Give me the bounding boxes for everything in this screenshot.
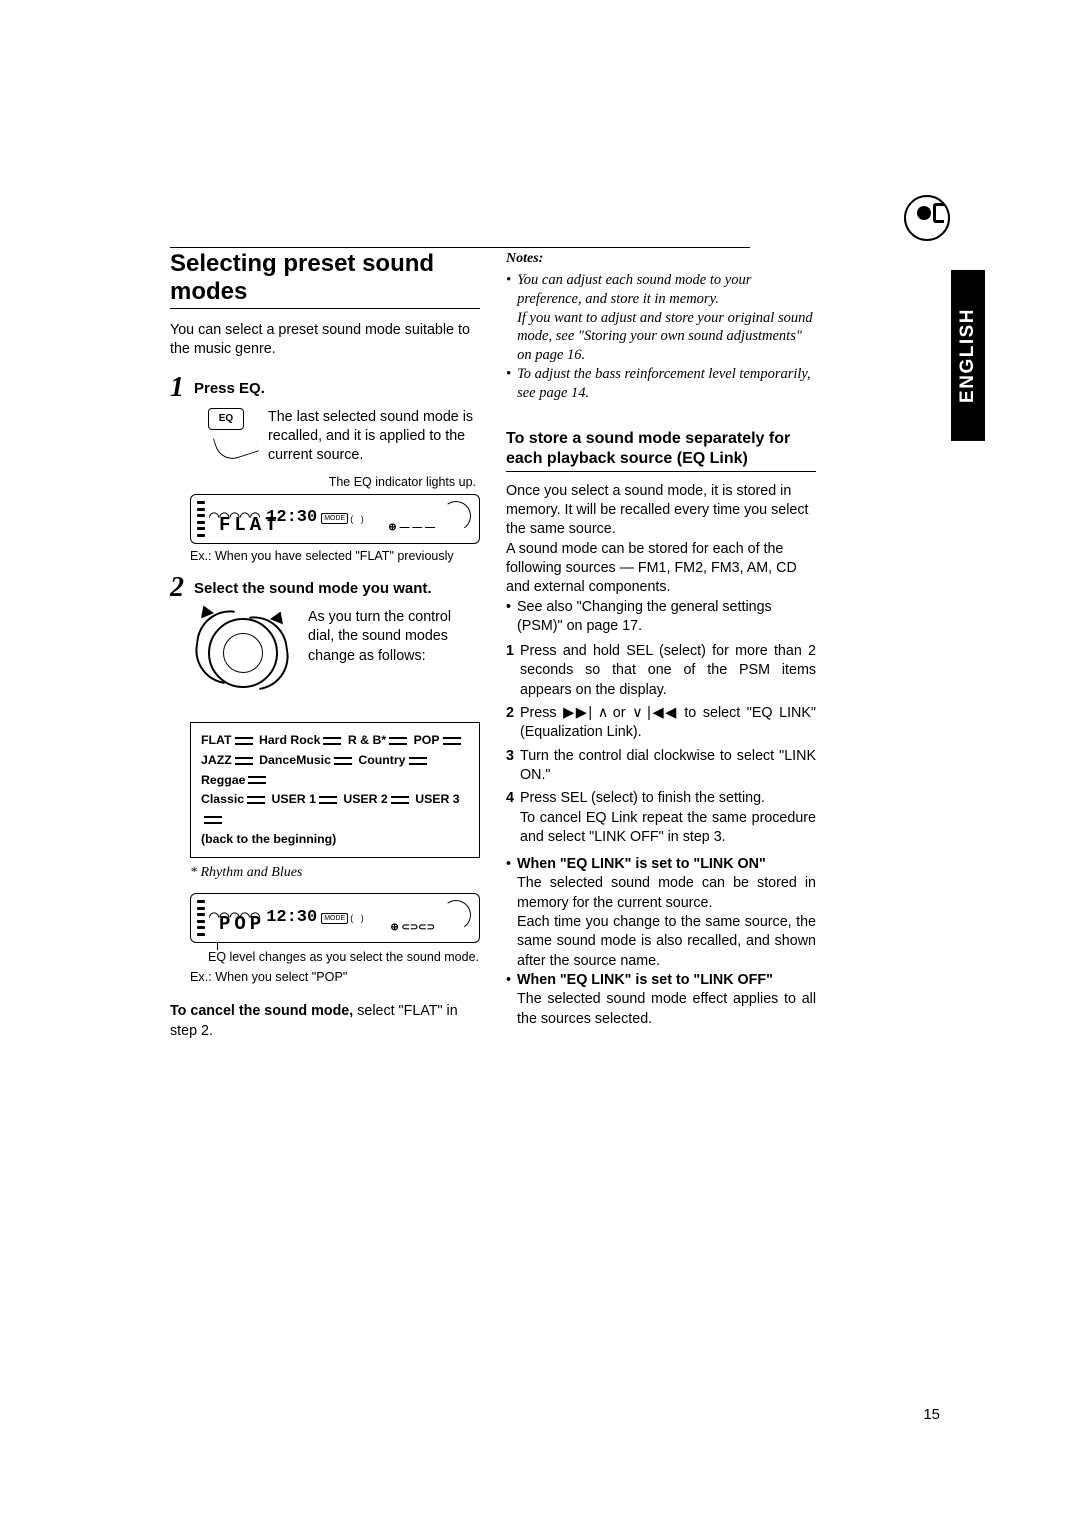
note-item: To adjust the bass reinforcement level t…: [506, 365, 816, 403]
cancel-bold: To cancel the sound mode,: [170, 1003, 353, 1019]
step-number: 2: [170, 574, 184, 602]
link-on-off-list: When "EQ LINK" is set to "LINK ON" The s…: [506, 855, 816, 1029]
mode-line-1: FLAT Hard Rock R & B* POP: [201, 731, 469, 751]
example-caption-1: Ex.: When you have selected "FLAT" previ…: [190, 548, 480, 564]
procedure-list: Press and hold SEL (select) for more tha…: [506, 642, 816, 847]
dial-graphic: [198, 608, 298, 708]
step-heading: Press EQ.: [194, 379, 265, 402]
step-2-body: As you turn the control dial, the sound …: [198, 608, 480, 708]
cancel-text: To cancel the sound mode, select "FLAT" …: [170, 1002, 480, 1041]
intro-text: You can select a preset sound mode suita…: [170, 321, 480, 360]
display-eq-bars: [197, 501, 205, 537]
link-off-item: When "EQ LINK" is set to "LINK OFF" The …: [506, 971, 816, 1029]
example-caption-2: Ex.: When you select "POP": [190, 969, 480, 986]
prev-track-icon: |◀◀: [647, 705, 678, 721]
eq-button-graphic: EQ: [198, 408, 258, 458]
display-eq-bars: [197, 900, 205, 936]
step-heading: Select the sound mode you want.: [194, 579, 432, 602]
indicator-caption: The EQ indicator lights up.: [170, 474, 476, 490]
procedure-step: Press and hold SEL (select) for more tha…: [506, 642, 816, 700]
step-2-text: As you turn the control dial, the sound …: [308, 608, 480, 708]
step-1: 1 Press EQ.: [170, 374, 480, 402]
eq-button-label: EQ: [208, 408, 244, 430]
step-number: 1: [170, 374, 184, 402]
subsection-title: To store a sound mode separately for eac…: [506, 429, 816, 472]
procedure-step: Turn the control dial clockwise to selec…: [506, 747, 816, 786]
eqlink-para-1: Once you select a sound mode, it is stor…: [506, 482, 816, 540]
eq-level-caption: EQ level changes as you select the sound…: [208, 949, 480, 965]
language-tab: ENGLISH: [951, 270, 985, 441]
eq-pointer: [213, 426, 259, 463]
top-rule: [170, 247, 750, 248]
step-1-body: EQ The last selected sound mode is recal…: [198, 408, 480, 466]
callout-tick: [217, 942, 218, 950]
left-column: Selecting preset sound modes You can sel…: [170, 250, 480, 1041]
eqlink-para-2: A sound mode can be stored for each of t…: [506, 540, 816, 598]
display-arc: [439, 898, 474, 933]
display-mode-pill: MODE: [321, 913, 348, 924]
mode-line-2: JAZZ DanceMusic Country Reggae: [201, 751, 469, 790]
link-on-p2: Each time you change to the same source,…: [517, 913, 816, 971]
notes-list: You can adjust each sound mode to your p…: [506, 271, 816, 403]
content-columns: Selecting preset sound modes You can sel…: [170, 250, 985, 1041]
step-1-text: The last selected sound mode is recalled…: [268, 408, 480, 466]
music-note-icon: [904, 195, 950, 241]
chevron-up-icon: ∧: [598, 705, 613, 721]
display-flat: ⌒⌒⌒⌒⌒ 12:30 MODE ( ) ⊕ — — — FLAT: [190, 494, 480, 544]
display-time: 12:30: [266, 907, 317, 930]
procedure-step: Press ▶▶| ∧ or ∨ |◀◀ to select "EQ LINK"…: [506, 704, 816, 743]
note-item: You can adjust each sound mode to your p…: [506, 271, 816, 365]
step-2: 2 Select the sound mode you want.: [170, 574, 480, 602]
link-on-p1: The selected sound mode can be stored in…: [517, 874, 816, 913]
notes-heading: Notes:: [506, 250, 816, 269]
mode-line-4: (back to the beginning): [201, 830, 469, 850]
right-column: Notes: You can adjust each sound mode to…: [506, 250, 816, 1041]
page-number: 15: [923, 1406, 940, 1423]
display-dashes: ⊕ — — —: [388, 521, 435, 535]
display-arc: [439, 499, 474, 534]
display-mode-pill: MODE: [321, 513, 348, 524]
link-on-head: When "EQ LINK" is set to "LINK ON": [517, 855, 816, 874]
next-track-icon: ▶▶|: [563, 705, 591, 721]
link-off-head: When "EQ LINK" is set to "LINK OFF": [517, 971, 816, 990]
display-small-icons: ( ): [350, 513, 364, 525]
mode-line-3: Classic USER 1 USER 2 USER 3: [201, 790, 469, 829]
footnote: * Rhythm and Blues: [190, 864, 480, 883]
display-dashes: ⊕ ⊂⊃⊂⊃: [390, 921, 435, 935]
procedure-step: Press SEL (select) to finish the setting…: [506, 789, 816, 847]
link-off-p: The selected sound mode effect applies t…: [517, 990, 816, 1029]
display-mode-name: FLAT: [219, 513, 281, 539]
chevron-down-icon: ∨: [632, 705, 647, 721]
see-also-bullet: See also "Changing the general settings …: [506, 598, 816, 637]
display-small-icons: ( ): [350, 912, 364, 924]
display-mode-name: POP: [219, 912, 265, 938]
display-pop: ⌒⌒⌒⌒⌒ 12:30 MODE ( ) ⊕ ⊂⊃⊂⊃ POP: [190, 893, 480, 943]
dial-inner: [223, 633, 263, 673]
sound-modes-box: FLAT Hard Rock R & B* POP JAZZ DanceMusi…: [190, 722, 480, 858]
link-on-item: When "EQ LINK" is set to "LINK ON" The s…: [506, 855, 816, 971]
section-title: Selecting preset sound modes: [170, 250, 480, 309]
